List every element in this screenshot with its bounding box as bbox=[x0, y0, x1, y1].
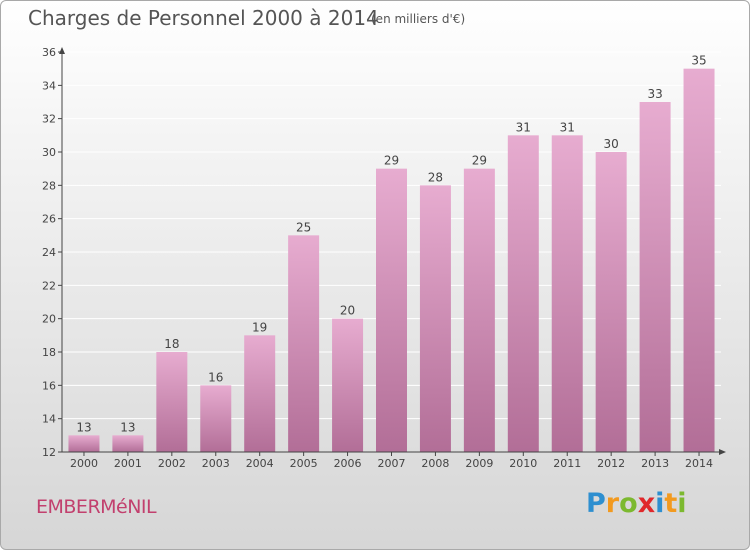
x-tick-label: 2014 bbox=[685, 457, 713, 470]
bar bbox=[288, 235, 320, 452]
x-tick-label: 2000 bbox=[70, 457, 98, 470]
bar bbox=[463, 168, 495, 452]
y-tick-label: 12 bbox=[42, 446, 56, 459]
x-tick-label: 2012 bbox=[597, 457, 625, 470]
bar bbox=[595, 152, 627, 452]
data-label: 30 bbox=[604, 137, 619, 151]
logo-letter: P bbox=[586, 488, 606, 519]
y-tick-label: 26 bbox=[42, 213, 56, 226]
x-tick-label: 2009 bbox=[465, 457, 493, 470]
y-tick-label: 20 bbox=[42, 313, 56, 326]
x-tick-label: 2008 bbox=[421, 457, 449, 470]
chart-title: Charges de Personnel 2000 à 2014 bbox=[28, 6, 379, 30]
proxiti-logo: Proxiti bbox=[586, 488, 687, 519]
x-tick-label: 2007 bbox=[378, 457, 406, 470]
data-label: 28 bbox=[428, 170, 443, 184]
logo-letter: x bbox=[637, 488, 656, 519]
x-axis-arrow bbox=[719, 449, 726, 455]
bar bbox=[244, 335, 276, 452]
data-label: 13 bbox=[76, 420, 91, 434]
y-tick-label: 34 bbox=[42, 79, 56, 92]
x-tick-label: 2013 bbox=[641, 457, 669, 470]
data-label: 29 bbox=[384, 154, 399, 168]
bar bbox=[376, 168, 407, 452]
bar bbox=[332, 318, 364, 452]
data-label: 13 bbox=[120, 420, 135, 434]
y-tick-label: 18 bbox=[42, 346, 56, 359]
x-tick-label: 2003 bbox=[202, 457, 230, 470]
data-label: 35 bbox=[691, 54, 706, 68]
y-axis-arrow bbox=[59, 47, 65, 54]
data-label: 20 bbox=[340, 304, 355, 318]
logo-letter: o bbox=[619, 488, 638, 519]
y-tick-label: 14 bbox=[42, 413, 56, 426]
data-label: 29 bbox=[472, 154, 487, 168]
logo-letter: i bbox=[655, 488, 665, 519]
x-tick-label: 2010 bbox=[509, 457, 537, 470]
x-tick-label: 2004 bbox=[246, 457, 274, 470]
y-tick-label: 22 bbox=[42, 279, 56, 292]
data-label: 33 bbox=[647, 87, 662, 101]
bar bbox=[112, 435, 144, 452]
data-label: 16 bbox=[208, 370, 223, 384]
logo-letter: r bbox=[605, 488, 620, 519]
logo-letter: t bbox=[664, 488, 678, 519]
chart-unit-note: (en milliers d'€) bbox=[371, 12, 466, 26]
x-tick-label: 2011 bbox=[553, 457, 581, 470]
x-tick-label: 2002 bbox=[158, 457, 186, 470]
y-tick-label: 28 bbox=[42, 179, 56, 192]
x-tick-label: 2005 bbox=[290, 457, 318, 470]
y-tick-label: 16 bbox=[42, 379, 56, 392]
bar bbox=[639, 102, 671, 452]
data-label: 18 bbox=[164, 337, 179, 351]
bar bbox=[683, 68, 715, 453]
bar bbox=[507, 135, 539, 453]
y-tick-label: 24 bbox=[42, 246, 56, 259]
y-tick-label: 30 bbox=[42, 146, 56, 159]
data-label: 31 bbox=[516, 120, 531, 134]
logo-letter: i bbox=[677, 488, 687, 519]
x-tick-label: 2006 bbox=[334, 457, 362, 470]
data-label: 31 bbox=[560, 120, 575, 134]
bar bbox=[551, 135, 583, 453]
town-name: EMBERMéNIL bbox=[36, 496, 157, 518]
bar bbox=[419, 185, 451, 453]
data-label: 25 bbox=[296, 220, 311, 234]
bar bbox=[200, 385, 232, 452]
y-tick-label: 32 bbox=[42, 113, 56, 126]
bar bbox=[68, 435, 100, 452]
y-tick-label: 36 bbox=[42, 46, 56, 59]
bar bbox=[156, 352, 188, 452]
x-tick-label: 2001 bbox=[114, 457, 142, 470]
data-label: 19 bbox=[252, 320, 267, 334]
